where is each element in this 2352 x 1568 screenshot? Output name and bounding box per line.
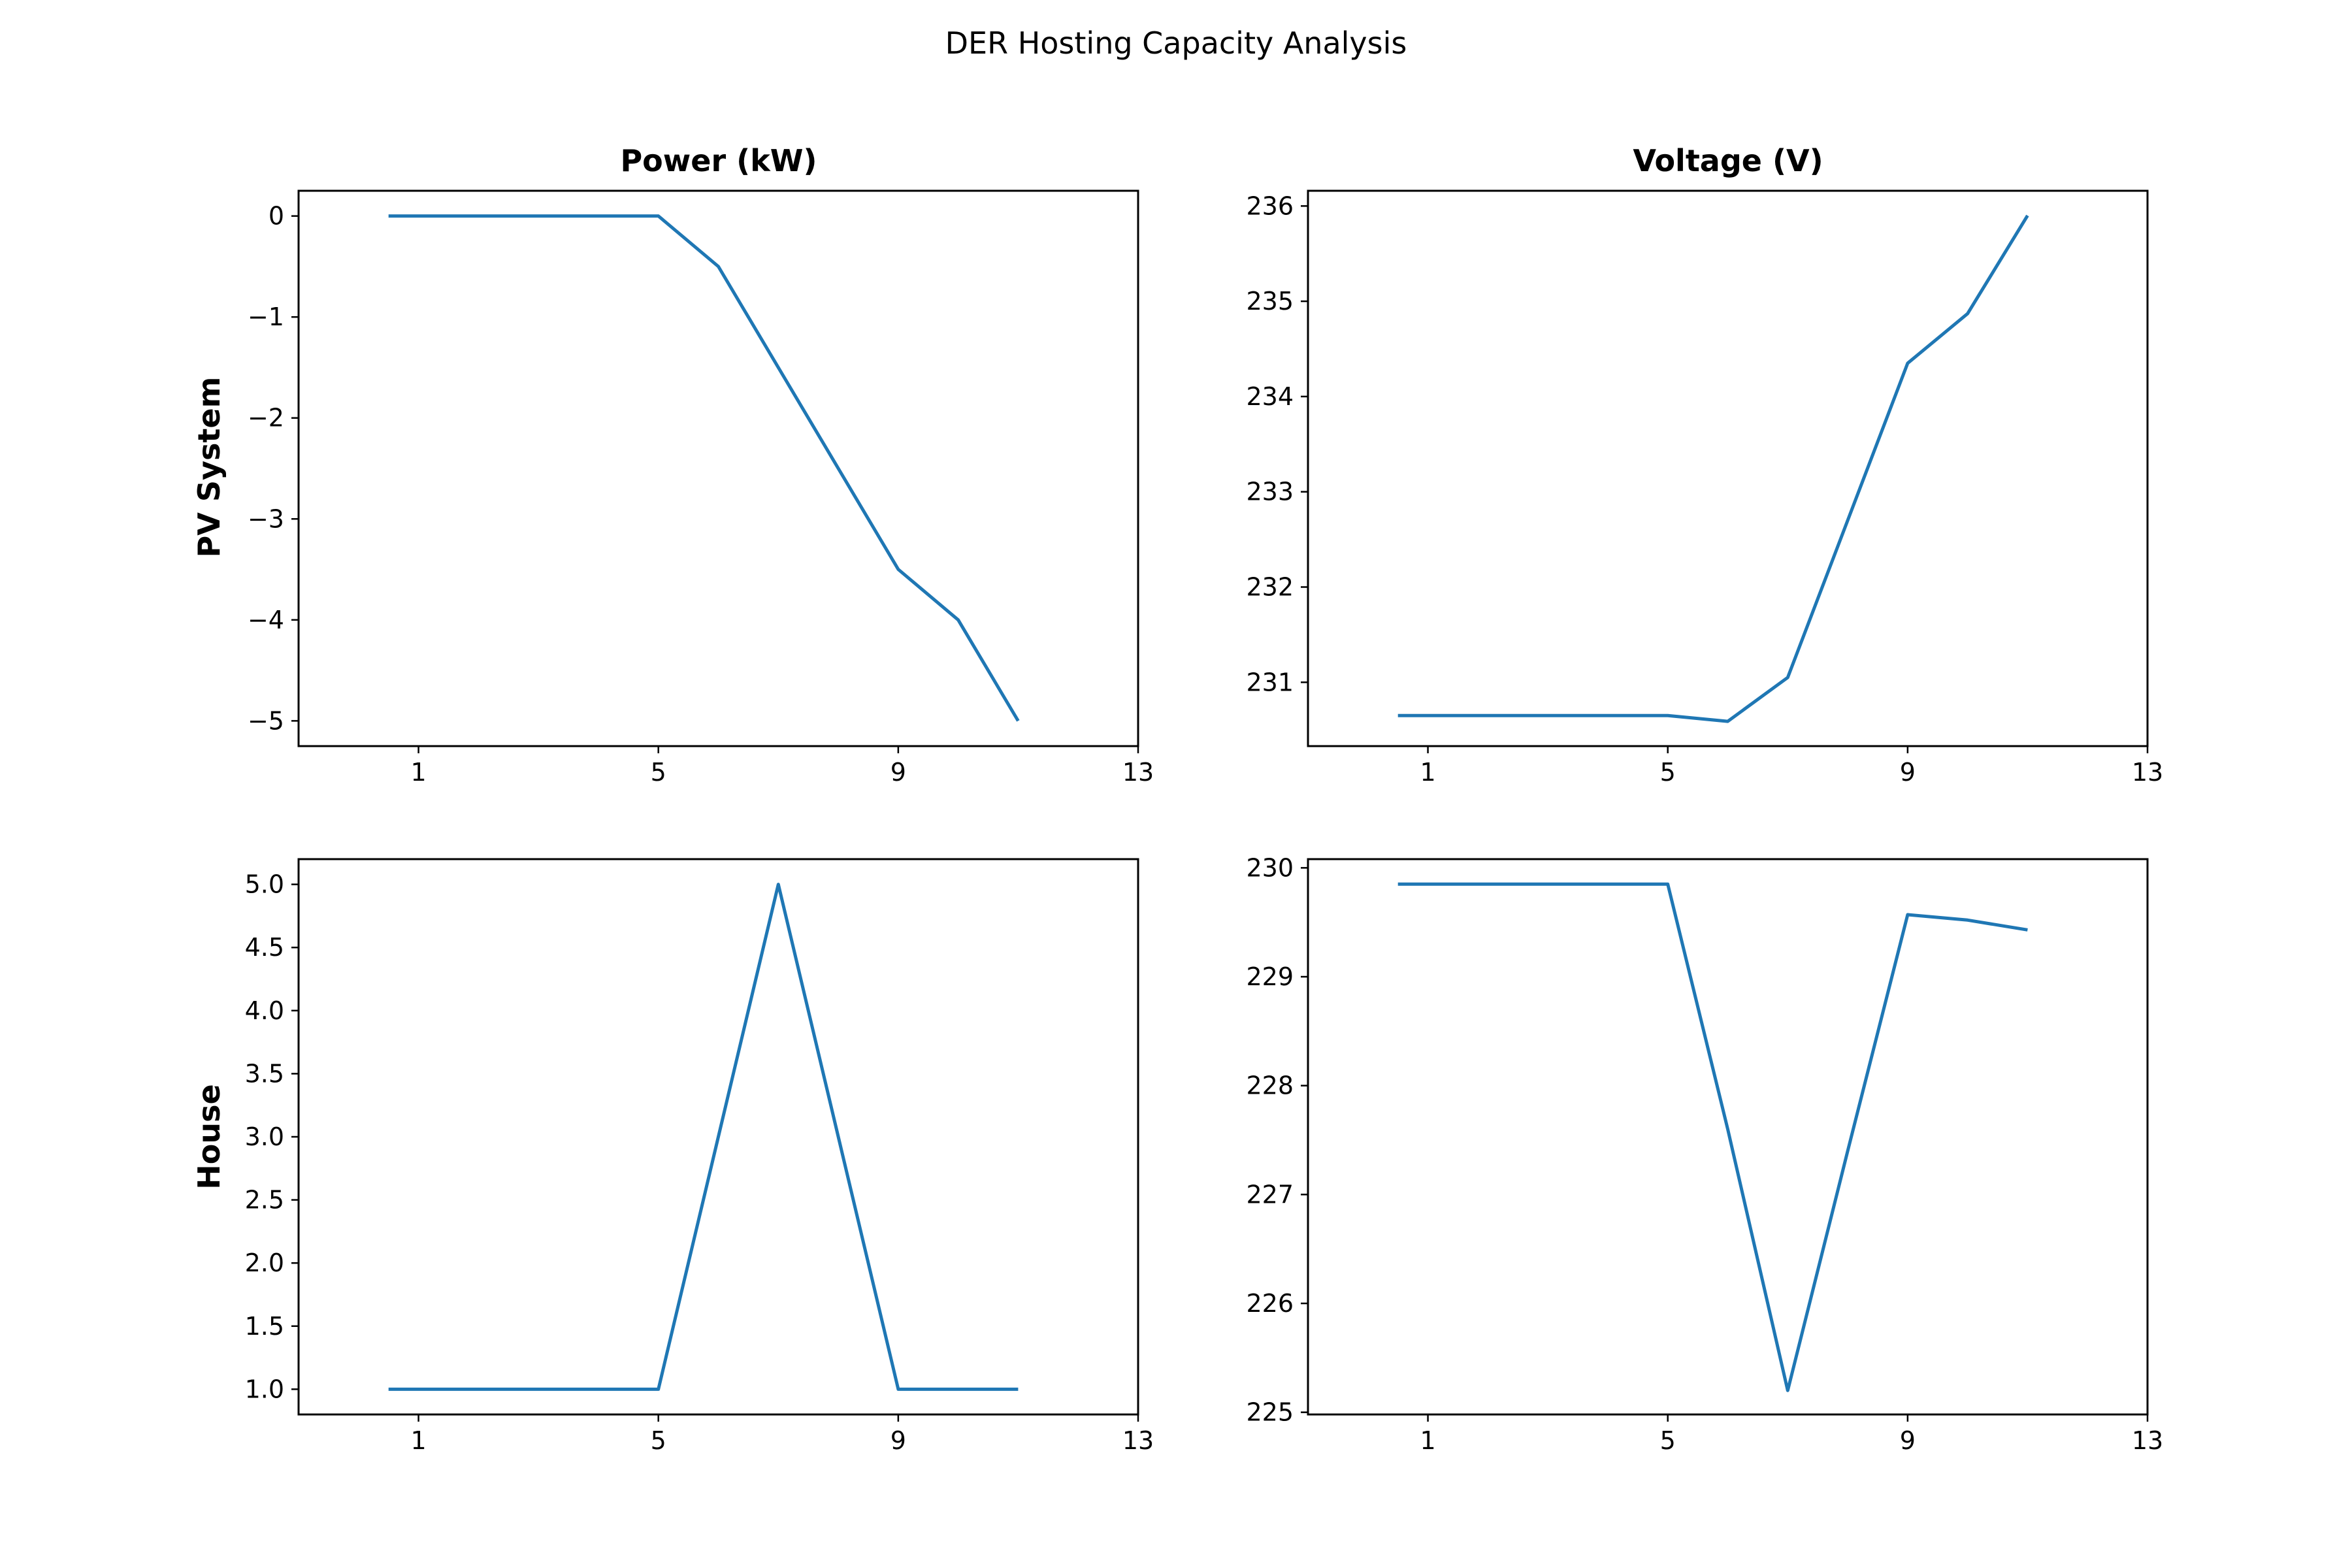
y-tick-label: −1: [248, 302, 284, 331]
x-tick-label: 9: [890, 1426, 906, 1455]
subplot-pv-voltage: Voltage (V) 1 5 9 13 231 232 233 234 235 236: [1246, 143, 2163, 787]
y-tick-label: 232: [1246, 573, 1294, 602]
y-tick-label: 4.0: [245, 996, 284, 1025]
series-line: [1397, 882, 2028, 1392]
plot-area-frame: [297, 189, 1139, 747]
y-tick-label: −5: [248, 706, 284, 735]
subplot-house-voltage: 1 5 9 13 225 226 227 228 229 230: [1246, 853, 2163, 1455]
y-tick-label: −2: [248, 404, 284, 433]
y-tick-label: 235: [1246, 287, 1294, 316]
y-tick-label: 234: [1246, 382, 1294, 411]
series-line: [1397, 214, 2029, 723]
x-tick-label: 13: [2132, 1426, 2163, 1455]
y-tick-label: 225: [1246, 1398, 1294, 1427]
x-tick-label: 9: [890, 758, 906, 787]
axis-ticks: 1 5 9 13 225 226 227 228 229 230: [1246, 853, 2163, 1455]
y-tick-label: 1.5: [245, 1312, 284, 1341]
y-tick-label: 3.5: [245, 1059, 284, 1088]
y-tick-label: 3.0: [245, 1122, 284, 1151]
plot-area-frame: [1307, 858, 2149, 1416]
x-tick-label: 13: [2132, 758, 2163, 787]
y-tick-label: 227: [1246, 1180, 1294, 1209]
x-tick-label: 13: [1122, 1426, 1154, 1455]
figure-suptitle: DER Hosting Capacity Analysis: [945, 25, 1407, 61]
subplot-pv-power: Power (kW) PV System 1 5 9 13 0 −1 −2 −3 −4 −5: [191, 143, 1154, 787]
x-tick-label: 5: [651, 1426, 666, 1455]
y-tick-label: 230: [1246, 853, 1294, 882]
y-tick-label: 2.0: [245, 1249, 284, 1277]
y-tick-label: 226: [1246, 1289, 1294, 1318]
y-tick-label: 236: [1246, 191, 1294, 220]
x-tick-label: 1: [410, 1426, 426, 1455]
x-tick-label: 1: [410, 758, 426, 787]
subplot-house-power: House 1 5 9 13 1.0 1.5 2.0 2.5 3.0 3.5 4.0 4.5 5.0: [191, 858, 1154, 1455]
y-tick-label: 4.5: [245, 933, 284, 962]
y-tick-label: 228: [1246, 1071, 1294, 1100]
row-label: House: [191, 1084, 227, 1189]
series-line: [388, 883, 1019, 1391]
axis-ticks: 1 5 9 13 231 232 233 234 235 236: [1246, 191, 2163, 787]
x-tick-label: 13: [1122, 758, 1154, 787]
subplot-title: Power (kW): [620, 143, 817, 178]
series-line: [388, 214, 1020, 722]
y-tick-label: −4: [248, 606, 284, 634]
x-tick-label: 1: [1420, 758, 1435, 787]
x-tick-label: 5: [651, 758, 666, 787]
y-tick-label: 5.0: [245, 870, 284, 899]
axis-ticks: 1 5 9 13 0 −1 −2 −3 −4 −5: [248, 202, 1154, 787]
x-tick-label: 5: [1660, 758, 1676, 787]
y-tick-label: 229: [1246, 962, 1294, 991]
x-tick-label: 9: [1900, 758, 1916, 787]
y-tick-label: 0: [269, 202, 284, 231]
y-tick-label: −3: [248, 504, 284, 533]
axis-ticks: 1 5 9 13 1.0 1.5 2.0 2.5 3.0 3.5 4.0 4.5 5.0: [245, 870, 1154, 1455]
y-tick-label: 1.0: [245, 1375, 284, 1403]
y-tick-label: 233: [1246, 478, 1294, 506]
x-tick-label: 9: [1900, 1426, 1916, 1455]
y-tick-label: 2.5: [245, 1186, 284, 1215]
x-tick-label: 1: [1420, 1426, 1435, 1455]
plot-area-frame: [1307, 189, 2149, 747]
y-tick-label: 231: [1246, 668, 1294, 696]
subplot-title: Voltage (V): [1633, 143, 1823, 178]
x-tick-label: 5: [1660, 1426, 1676, 1455]
row-label: PV System: [191, 377, 227, 558]
